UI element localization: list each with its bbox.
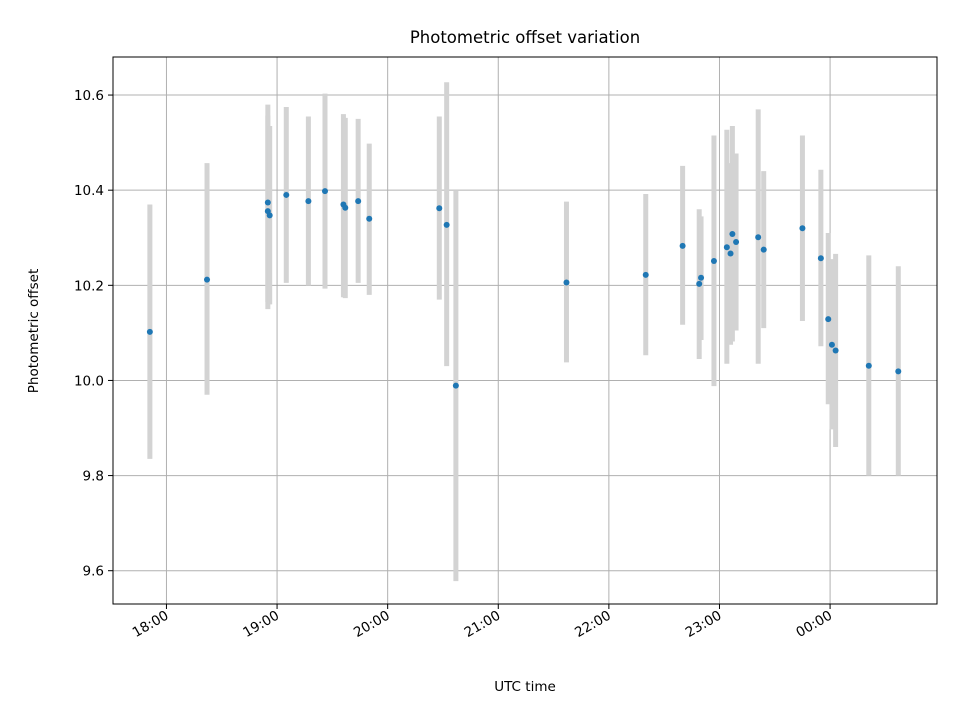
data-point <box>895 368 902 375</box>
data-point <box>436 205 443 212</box>
data-point <box>266 212 273 219</box>
y-tick-label: 10.0 <box>74 373 104 389</box>
x-axis-label: UTC time <box>494 679 556 695</box>
data-point <box>696 280 703 287</box>
data-point <box>366 215 373 222</box>
data-point <box>733 239 740 246</box>
data-point <box>355 198 362 205</box>
data-point <box>727 250 734 257</box>
data-point <box>799 225 806 232</box>
data-point <box>283 191 290 198</box>
data-point <box>642 271 649 278</box>
data-point <box>755 234 762 241</box>
data-points <box>146 188 902 389</box>
chart-title: Photometric offset variation <box>410 28 640 47</box>
data-point <box>264 199 271 206</box>
data-point <box>204 276 211 283</box>
data-point <box>698 274 705 281</box>
data-point <box>443 221 450 228</box>
y-tick-label: 10.2 <box>74 278 104 294</box>
y-tick-label: 9.6 <box>83 564 104 580</box>
data-point <box>146 328 153 335</box>
data-point <box>760 246 767 253</box>
data-point <box>865 362 872 369</box>
data-point <box>832 347 839 354</box>
data-point <box>723 244 730 251</box>
y-axis-label: Photometric offset <box>26 269 42 393</box>
y-axis-ticks: 9.6 9.8 10.0 10.2 10.4 10.6 <box>74 88 113 580</box>
grid-lines <box>113 57 937 604</box>
data-point <box>828 341 835 348</box>
data-point <box>563 279 570 286</box>
data-point <box>825 316 832 323</box>
data-point <box>710 258 717 265</box>
y-tick-label: 9.8 <box>83 469 104 485</box>
y-tick-label: 10.4 <box>74 183 104 199</box>
y-tick-label: 10.6 <box>74 88 104 104</box>
plot-frame <box>112 56 938 605</box>
data-point <box>729 230 736 237</box>
data-point <box>321 188 328 195</box>
data-point <box>452 382 459 389</box>
data-point <box>342 204 349 211</box>
data-point <box>817 255 824 262</box>
data-point <box>679 242 686 249</box>
data-point <box>305 198 312 205</box>
